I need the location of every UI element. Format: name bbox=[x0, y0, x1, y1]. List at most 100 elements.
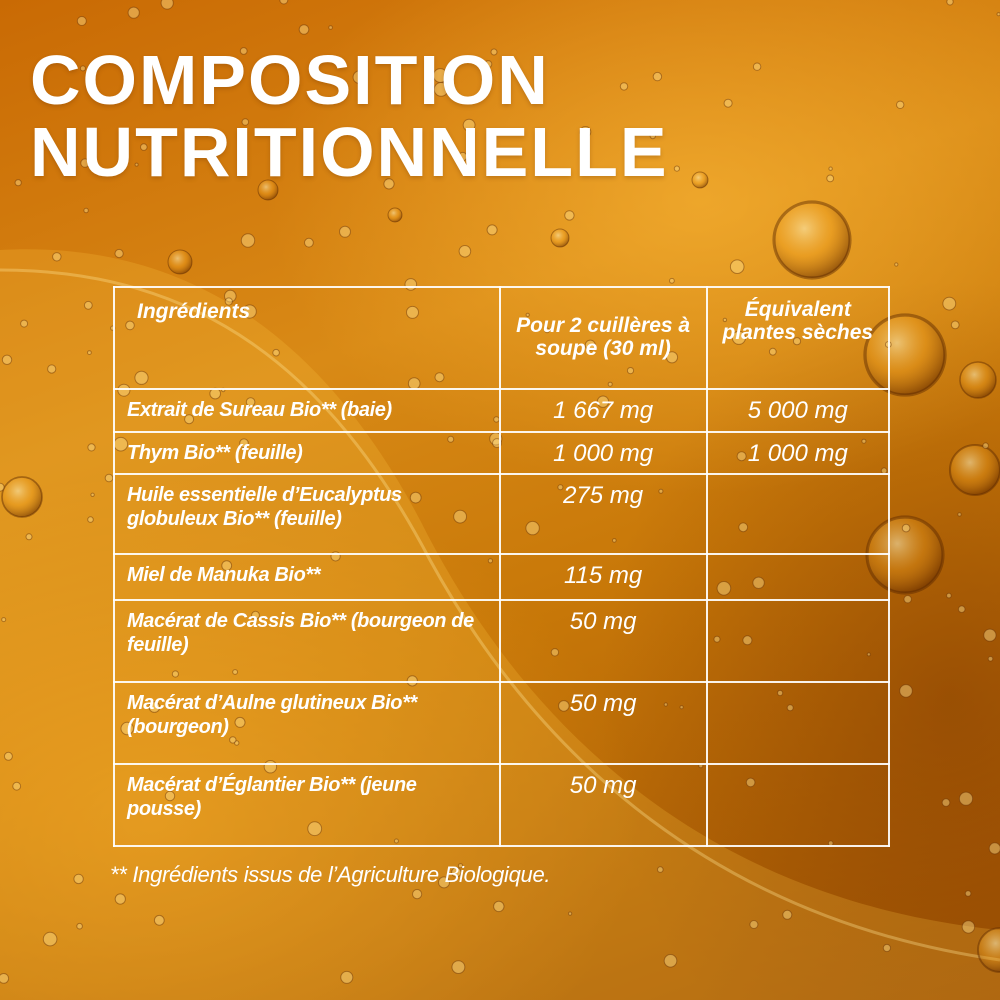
quantity-cell: 50 mg bbox=[498, 681, 708, 765]
bubble bbox=[901, 523, 911, 533]
bubble bbox=[957, 512, 962, 517]
bubble bbox=[160, 0, 174, 10]
bubble bbox=[257, 179, 279, 201]
bubble bbox=[304, 237, 314, 248]
table-row: Huile essentielle d’Eucalyptus globuleux… bbox=[113, 473, 891, 555]
ingredient-cell: Macérat de Cassis Bio** (bourgeon de feu… bbox=[113, 599, 501, 683]
bubble bbox=[76, 922, 83, 930]
equivalent-cell: 1 000 mg bbox=[705, 431, 891, 475]
footnote: ** Ingrédients issus de l’Agriculture Bi… bbox=[110, 862, 551, 887]
bubble bbox=[79, 65, 86, 72]
nutrition-table: Ingrédients Pour 2 cuillères à soupe (30… bbox=[113, 286, 891, 847]
bubble bbox=[568, 911, 573, 916]
bubble bbox=[882, 943, 892, 953]
table-row: Thym Bio** (feuille) 1 000 mg 1 000 mg bbox=[113, 431, 891, 475]
bubble bbox=[140, 143, 148, 151]
bubble bbox=[73, 873, 84, 885]
bubble bbox=[828, 166, 833, 171]
title-line-2: NUTRITIONNELLE bbox=[30, 113, 669, 191]
bubble bbox=[114, 893, 126, 905]
bubble bbox=[448, 87, 453, 93]
bubble bbox=[47, 364, 57, 374]
table-row: Miel de Manuka Bio** 115 mg bbox=[113, 553, 891, 601]
bubble bbox=[941, 798, 951, 807]
bubble bbox=[328, 25, 333, 30]
quantity-cell: 275 mg bbox=[498, 473, 708, 555]
bubble bbox=[619, 82, 629, 91]
equivalent-cell bbox=[705, 473, 891, 555]
quantity-cell: 115 mg bbox=[498, 553, 708, 601]
bubble bbox=[691, 171, 709, 189]
bubble bbox=[946, 0, 954, 6]
bubble bbox=[80, 158, 90, 168]
bubble bbox=[958, 791, 974, 806]
header-equivalent: Équivalent plantes sèches bbox=[705, 286, 891, 390]
table-row: Extrait de Sureau Bio** (baie) 1 667 mg … bbox=[113, 388, 891, 433]
bubble bbox=[240, 233, 256, 248]
bubble bbox=[550, 228, 570, 248]
bubble bbox=[749, 920, 759, 929]
quantity-cell: 50 mg bbox=[498, 763, 708, 847]
bubble bbox=[25, 533, 33, 541]
bubble bbox=[83, 300, 93, 310]
bubble bbox=[484, 60, 493, 69]
bubble bbox=[490, 48, 498, 56]
header-quantity: Pour 2 cuillères à soupe (30 ml) bbox=[498, 286, 708, 390]
bubble bbox=[826, 174, 835, 183]
table-header-row: Ingrédients Pour 2 cuillères à soupe (30… bbox=[113, 286, 891, 390]
bubble bbox=[961, 920, 976, 934]
bubble bbox=[83, 207, 89, 214]
table-row: Macérat d’Aulne glutineux Bio** (bourgeo… bbox=[113, 681, 891, 765]
ingredient-cell: Macérat d’Aulne glutineux Bio** (bourgeo… bbox=[113, 681, 501, 765]
bubble bbox=[729, 259, 745, 275]
bubble bbox=[752, 62, 762, 71]
bubble bbox=[782, 909, 793, 920]
bubble bbox=[76, 16, 87, 26]
bubble bbox=[946, 592, 952, 599]
header-ingredients: Ingrédients bbox=[113, 286, 501, 390]
ingredient-cell: Extrait de Sureau Bio** (baie) bbox=[113, 388, 501, 433]
bubble bbox=[983, 628, 997, 642]
bubble bbox=[959, 361, 997, 399]
bubble bbox=[153, 914, 165, 926]
quantity-cell: 50 mg bbox=[498, 599, 708, 683]
bubble bbox=[352, 70, 367, 84]
bubble bbox=[772, 200, 852, 280]
page-title: COMPOSITION NUTRITIONNELLE bbox=[30, 44, 669, 188]
bubble bbox=[894, 262, 899, 267]
equivalent-cell bbox=[705, 681, 891, 765]
bubble bbox=[723, 98, 733, 108]
equivalent-cell bbox=[705, 763, 891, 847]
bubble bbox=[942, 296, 957, 311]
bubble bbox=[663, 954, 678, 968]
bubble bbox=[977, 927, 1000, 973]
bubble bbox=[241, 118, 250, 126]
bubble bbox=[387, 207, 403, 223]
ingredient-cell: Huile essentielle d’Eucalyptus globuleux… bbox=[113, 473, 501, 555]
bubble bbox=[1, 476, 43, 518]
bubble bbox=[564, 210, 575, 221]
bubble bbox=[432, 68, 448, 83]
bubble bbox=[948, 443, 1000, 497]
bubble bbox=[987, 656, 994, 662]
bubble bbox=[114, 248, 124, 259]
bubble bbox=[134, 162, 139, 167]
bubble bbox=[12, 781, 22, 791]
ingredient-cell: Thym Bio** (feuille) bbox=[113, 431, 501, 475]
bubble bbox=[20, 319, 29, 328]
bubble bbox=[451, 867, 462, 878]
bubble bbox=[457, 863, 464, 869]
bubble bbox=[383, 178, 395, 190]
bubble bbox=[298, 24, 310, 35]
equivalent-cell bbox=[705, 599, 891, 683]
bubble bbox=[996, 12, 1000, 17]
bubble bbox=[486, 224, 498, 236]
bubble bbox=[167, 249, 193, 275]
bubble bbox=[42, 931, 58, 947]
bubble bbox=[14, 179, 22, 187]
ingredient-cell: Miel de Manuka Bio** bbox=[113, 553, 501, 601]
ingredient-cell: Macérat d’Églantier Bio** (jeune pousse) bbox=[113, 763, 501, 847]
bubble bbox=[340, 970, 354, 984]
quantity-cell: 1 667 mg bbox=[498, 388, 708, 433]
